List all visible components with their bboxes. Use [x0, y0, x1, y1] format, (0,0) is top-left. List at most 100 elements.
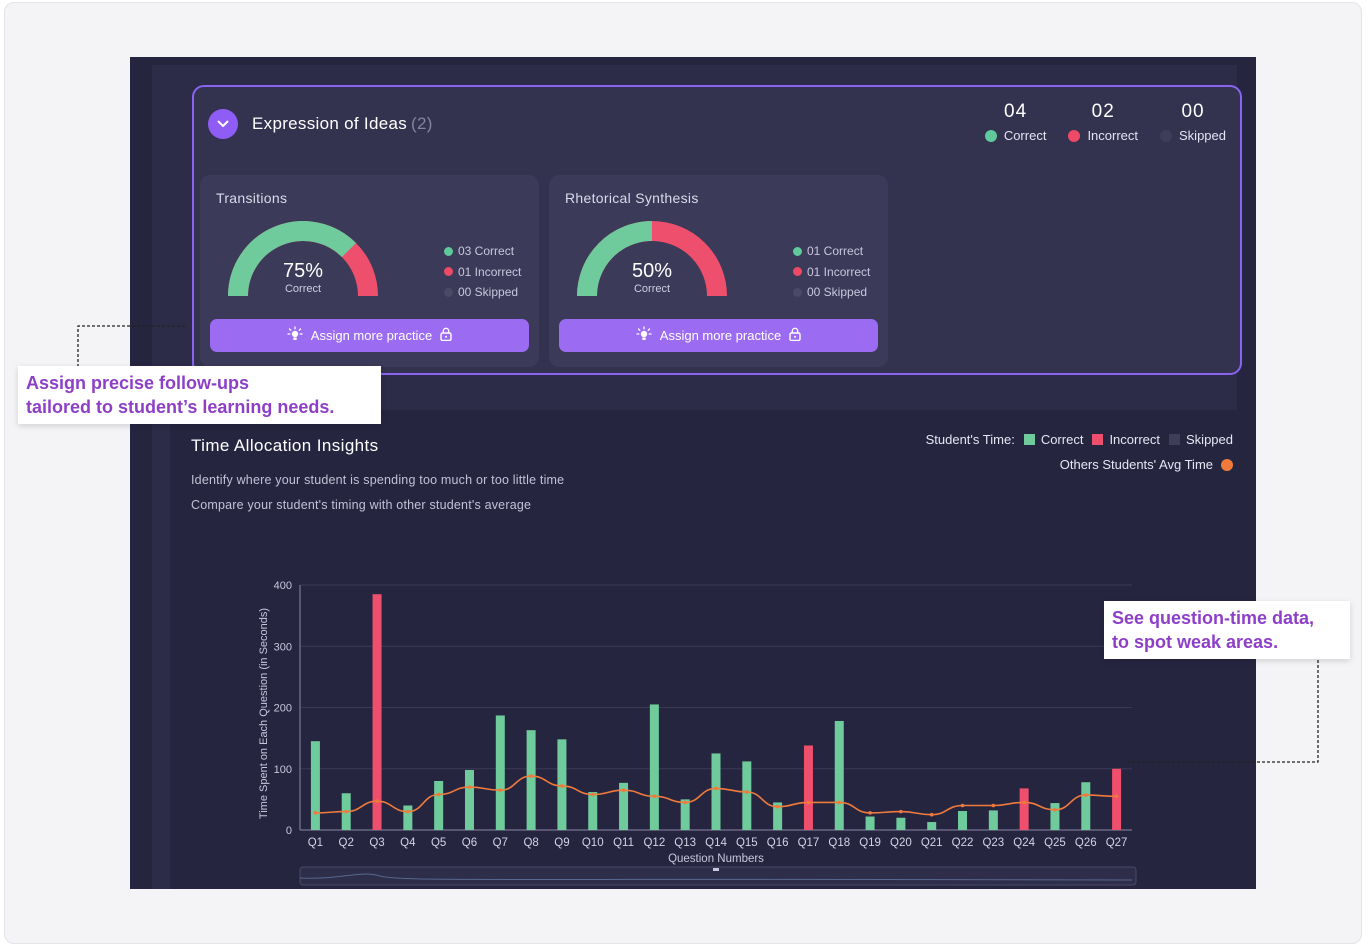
subskill-card-transitions: Transitions 75% Correct 03 Correct 01 In…	[200, 175, 539, 367]
y-tick-label: 100	[274, 764, 292, 776]
x-tick-label: Q10	[582, 837, 604, 849]
x-tick-label: Q20	[890, 837, 912, 849]
time-allocation-subtitle: Compare your student's timing with other…	[191, 498, 532, 512]
stat-label: Skipped	[1179, 128, 1226, 143]
bar-incorrect	[1019, 788, 1029, 830]
x-tick-label: Q23	[982, 837, 1004, 849]
x-tick-label: Q19	[859, 837, 881, 849]
assign-button-label: Assign more practice	[659, 328, 782, 343]
score-gauge: 50% Correct	[577, 221, 727, 297]
incorrect-count: 01 Incorrect	[807, 264, 871, 279]
stat-label: Incorrect	[1087, 128, 1139, 143]
bar-correct	[464, 769, 474, 830]
bar-correct	[495, 715, 505, 830]
stat-label: Correct	[1003, 128, 1047, 143]
bar-incorrect	[803, 745, 813, 830]
avg-time-point	[714, 786, 718, 791]
bar-correct	[988, 810, 998, 830]
stat-correct: 04 Correct	[984, 101, 1047, 143]
incorrect-dot-icon	[1068, 129, 1081, 142]
assign-more-practice-button[interactable]: Assign more practice	[210, 319, 529, 352]
bar-correct	[773, 802, 783, 830]
avg-time-point	[1022, 800, 1026, 805]
bar-correct	[927, 822, 937, 830]
gauge-percent: 75%	[283, 260, 323, 282]
x-tick-label: Q6	[462, 837, 477, 849]
x-tick-label: Q11	[613, 837, 634, 849]
x-tick-label: Q17	[798, 837, 820, 849]
collapse-toggle[interactable]	[208, 109, 238, 139]
callout-line: See question-time data,	[1112, 608, 1315, 628]
avg-time-point	[652, 794, 657, 799]
x-tick-label: Q4	[400, 837, 416, 849]
bar-correct	[865, 816, 875, 830]
avg-time-point	[899, 809, 903, 814]
x-tick-label: Q16	[767, 837, 789, 849]
lock-icon	[440, 327, 452, 344]
bar-incorrect	[372, 594, 382, 830]
legend-prefix: Student's Time:	[925, 432, 1015, 447]
subskill-legend: 03 Correct 01 Incorrect 00 Skipped	[444, 241, 521, 303]
section-title-text: Expression of Ideas	[252, 114, 408, 133]
incorrect-dot-icon	[793, 267, 802, 277]
correct-dot-icon	[984, 129, 997, 142]
incorrect-dot-icon	[444, 267, 453, 277]
avg-time-point	[683, 800, 687, 805]
bar-correct	[1081, 782, 1091, 830]
report-panel: Expression of Ideas (2) 04 Correct 02 Inc…	[152, 65, 1250, 889]
skipped-count: 00 Skipped	[458, 285, 519, 300]
x-tick-label: Q1	[308, 837, 323, 849]
x-tick-label: Q7	[493, 837, 508, 849]
chevron-down-icon	[217, 115, 229, 133]
avg-time-point	[436, 792, 441, 797]
avg-time-point	[806, 800, 811, 805]
avg-time-point	[406, 809, 410, 814]
avg-time-point	[344, 809, 349, 814]
bar-correct	[958, 811, 968, 830]
x-tick-label: Q9	[554, 837, 569, 849]
avg-time-point	[991, 803, 996, 808]
avg-time-point	[775, 804, 780, 809]
avg-time-point	[467, 785, 472, 789]
section-count: (2)	[411, 114, 433, 133]
zoom-slider-handle	[713, 868, 719, 871]
zoom-slider-preview	[299, 873, 1133, 881]
avg-time-point	[1053, 807, 1057, 812]
gauge-label: Correct	[634, 283, 670, 295]
legend-avg: Others Students' Avg Time	[1059, 457, 1213, 472]
bar-correct	[526, 730, 536, 830]
bar-correct	[711, 753, 721, 830]
time-allocation-subtitle: Identify where your student is spending …	[191, 473, 565, 487]
bar-correct	[403, 805, 413, 830]
zoom-slider	[299, 866, 1137, 886]
subskill-card-rhetorical-synthesis: Rhetorical Synthesis 50% Correct 01 Corr…	[549, 175, 888, 367]
gauge-correct-arc	[577, 221, 653, 297]
stat-number: 02	[1091, 101, 1115, 122]
expression-of-ideas-section: Expression of Ideas (2) 04 Correct 02 Inc…	[192, 85, 1242, 375]
bar-correct	[310, 741, 320, 830]
correct-dot-icon	[444, 246, 453, 256]
x-tick-label: Q13	[674, 837, 696, 849]
avg-time-point	[1114, 794, 1119, 799]
subskill-title: Rhetorical Synthesis	[565, 190, 699, 206]
bar-correct	[896, 817, 906, 830]
legend-incorrect: Incorrect	[1109, 432, 1161, 447]
y-tick-label: 200	[274, 703, 292, 715]
score-gauge: 75% Correct	[228, 221, 378, 297]
x-tick-label: Q25	[1044, 837, 1066, 849]
legend-skipped: Skipped	[1186, 432, 1233, 447]
avg-time-point	[590, 792, 595, 797]
avg-time-point	[929, 812, 934, 817]
x-tick-label: Q18	[828, 837, 850, 849]
skipped-dot-icon	[793, 287, 802, 297]
x-tick-label: Q27	[1106, 837, 1128, 849]
callout-line: Assign precise follow-ups	[26, 373, 250, 393]
stat-incorrect: 02 Incorrect	[1068, 101, 1138, 143]
subskill-title: Transitions	[216, 190, 288, 206]
y-tick-label: 400	[274, 580, 292, 592]
avg-time-point	[529, 774, 533, 778]
assign-more-practice-button[interactable]: Assign more practice	[559, 319, 878, 352]
gauge-percent: 50%	[632, 260, 672, 282]
skipped-dot-icon	[444, 287, 453, 297]
x-tick-label: Q21	[921, 837, 943, 849]
